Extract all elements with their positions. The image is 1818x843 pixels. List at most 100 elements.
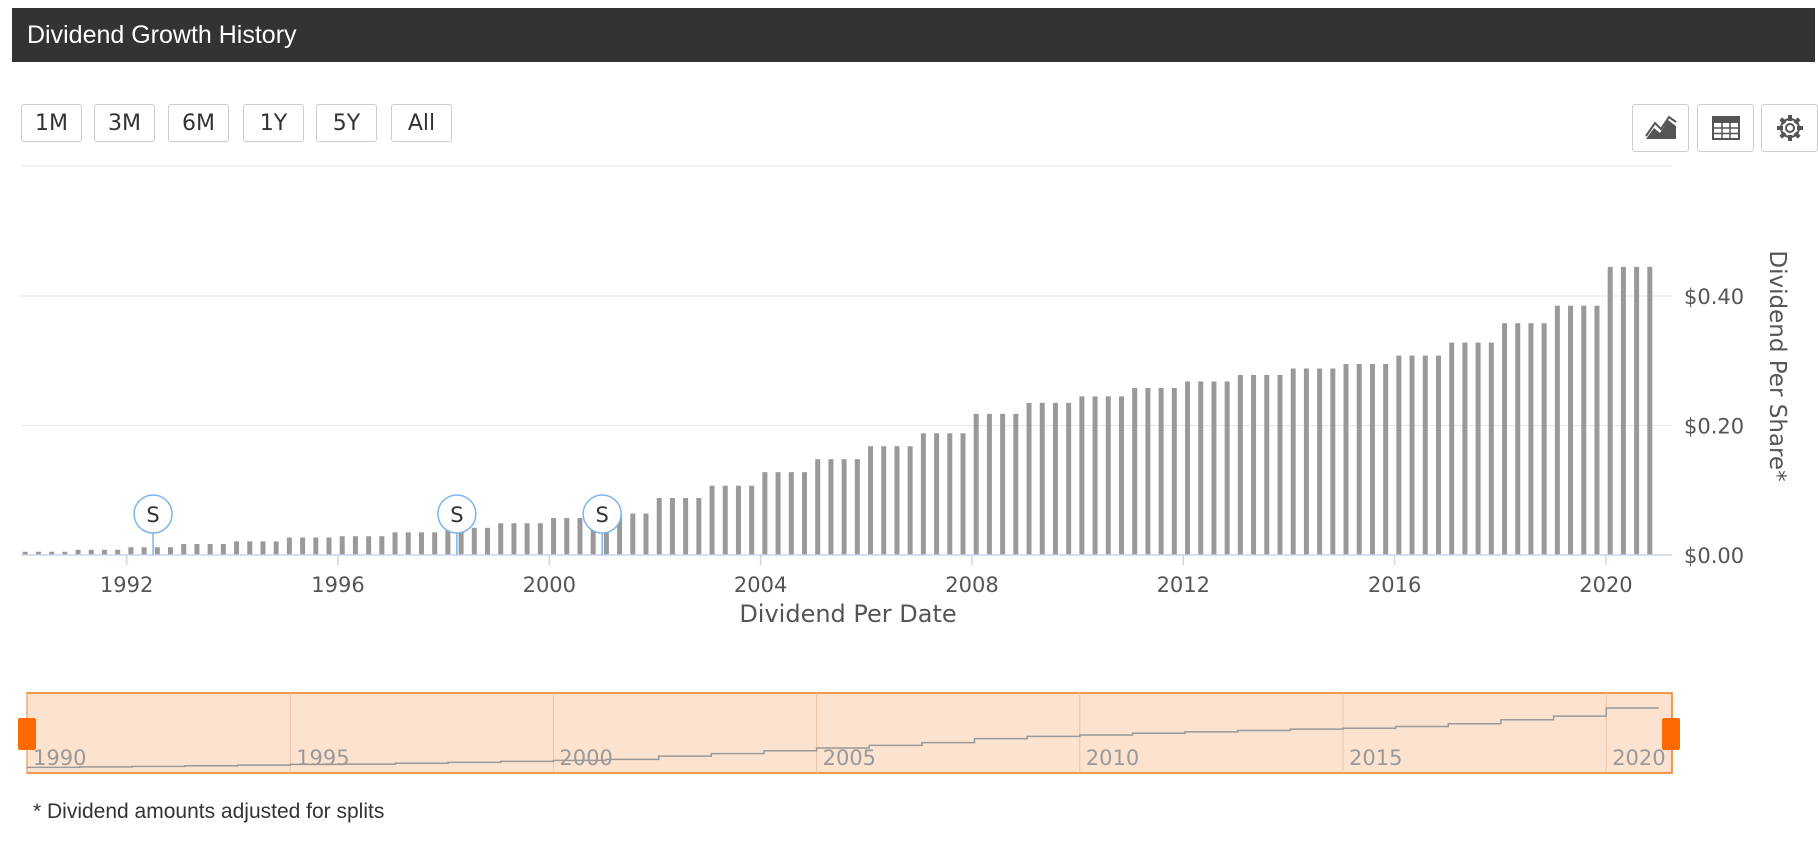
y-tick-label: $0.20	[1684, 415, 1744, 439]
chart-type-button[interactable]	[1632, 104, 1689, 152]
navigator-tick-label: 2010	[1086, 746, 1139, 770]
dividend-bar	[1594, 305, 1600, 555]
split-flag[interactable]	[133, 494, 173, 534]
dividend-bar	[590, 518, 596, 555]
dividend-bar	[683, 498, 689, 555]
navigator-series-line	[27, 707, 1659, 769]
settings-button[interactable]	[1761, 104, 1818, 152]
dividend-bar	[458, 527, 464, 555]
dividend-bar	[1145, 387, 1151, 555]
split-flag[interactable]	[582, 494, 622, 534]
range-6m-button[interactable]: 6M	[168, 104, 229, 142]
dividend-bar	[617, 513, 623, 555]
dividend-bar	[537, 523, 543, 555]
dividend-bar	[1039, 402, 1045, 555]
dividend-bar	[947, 433, 953, 555]
dividend-bar	[194, 543, 200, 555]
range-all-button[interactable]: All	[391, 104, 452, 142]
split-flag[interactable]	[437, 494, 477, 534]
dividend-bar	[1066, 402, 1072, 555]
dividend-bar	[551, 518, 557, 555]
dividend-bar	[1396, 355, 1402, 555]
page-title: Dividend Growth History	[27, 21, 297, 49]
y-axis-title: Dividend Per Share*	[1764, 250, 1790, 481]
y-axis: $0.00 $0.20 $0.40	[1684, 285, 1744, 568]
dividend-bar	[260, 541, 266, 555]
dividend-bar	[709, 485, 715, 555]
x-tick-label: 2012	[1157, 573, 1210, 597]
dividend-bar	[392, 532, 398, 555]
dividend-bar	[141, 547, 147, 555]
dividend-bar	[1264, 374, 1270, 555]
footnote: * Dividend amounts adjusted for splits	[33, 800, 385, 823]
dividend-bar	[207, 543, 213, 555]
dividend-bar	[1013, 413, 1019, 555]
dividend-bar	[1409, 355, 1415, 555]
dividend-bar	[1303, 368, 1309, 555]
area-chart-icon	[1644, 115, 1677, 139]
dividend-bar	[669, 498, 675, 555]
table-view-button[interactable]	[1697, 104, 1754, 152]
dividend-bar	[1581, 305, 1587, 555]
dividend-bar	[1634, 266, 1640, 555]
range-1m-button[interactable]: 1M	[21, 104, 82, 142]
dividend-bar	[181, 543, 187, 555]
dividend-bar	[1171, 387, 1177, 555]
range-5y-button[interactable]: 5Y	[316, 104, 377, 142]
dividend-bar	[577, 518, 583, 555]
split-flag-label: S	[146, 503, 159, 527]
dividend-bar	[749, 485, 755, 555]
range-navigator[interactable]: 1990 1995 2000 2005 2010 2015 2020	[0, 685, 1818, 795]
range-3m-button[interactable]: 3M	[94, 104, 155, 142]
dividend-bar	[35, 551, 41, 555]
navigator-tick-label: 1995	[296, 746, 349, 770]
dividend-bar	[1647, 266, 1653, 555]
dividend-bar	[656, 498, 662, 555]
dividend-bar	[815, 459, 821, 555]
navigator-right-handle[interactable]	[1662, 718, 1680, 750]
dividend-bar	[273, 541, 279, 555]
header-bar: Dividend Growth History	[12, 8, 1815, 62]
dividend-bar	[854, 459, 860, 555]
dividend-bar	[498, 523, 504, 555]
dividend-bar	[1356, 363, 1362, 555]
x-tick-label: 2004	[734, 573, 787, 597]
x-tick-label: 1996	[311, 573, 364, 597]
navigator-tick-label: 2005	[823, 746, 876, 770]
dividend-bar	[405, 532, 411, 555]
dividend-bar	[1158, 387, 1164, 555]
dividend-bar	[300, 537, 306, 555]
navigator-left-handle[interactable]	[18, 718, 36, 750]
dividend-bar	[1435, 355, 1441, 555]
dividend-bar	[62, 551, 68, 555]
dividend-bar	[1568, 305, 1574, 555]
navigator-x-axis: 1990 1995 2000 2005 2010 2015 2020	[33, 746, 1666, 770]
dividend-bar	[1224, 381, 1230, 555]
dividend-bar	[973, 413, 979, 555]
dividend-bar	[366, 536, 372, 555]
dividend-bar	[1052, 402, 1058, 555]
dividend-bar	[432, 532, 438, 555]
split-flag-label: S	[450, 503, 463, 527]
dividend-bar	[1290, 368, 1296, 555]
range-1y-button[interactable]: 1Y	[243, 104, 304, 142]
dividend-bar	[339, 536, 345, 555]
dividend-bar	[1330, 368, 1336, 555]
dividend-bar	[603, 513, 609, 555]
dividend-bar	[1462, 342, 1468, 555]
dividend-bar	[88, 549, 94, 555]
x-tick-label: 2020	[1579, 573, 1632, 597]
dividend-bar	[986, 413, 992, 555]
y-tick-label: $0.40	[1684, 285, 1744, 309]
dividend-bar	[101, 549, 107, 555]
dividend-bar	[1000, 413, 1006, 555]
navigator-tick-label: 2000	[559, 746, 612, 770]
gear-icon	[1776, 115, 1803, 141]
dividend-bar	[1343, 363, 1349, 555]
dividend-bar	[1488, 342, 1494, 555]
navigator-selection[interactable]	[26, 692, 1673, 774]
x-tick-label: 2008	[945, 573, 998, 597]
dividend-bar	[1026, 402, 1032, 555]
y-tick-label: $0.00	[1684, 544, 1744, 568]
dividend-bar	[801, 472, 807, 555]
